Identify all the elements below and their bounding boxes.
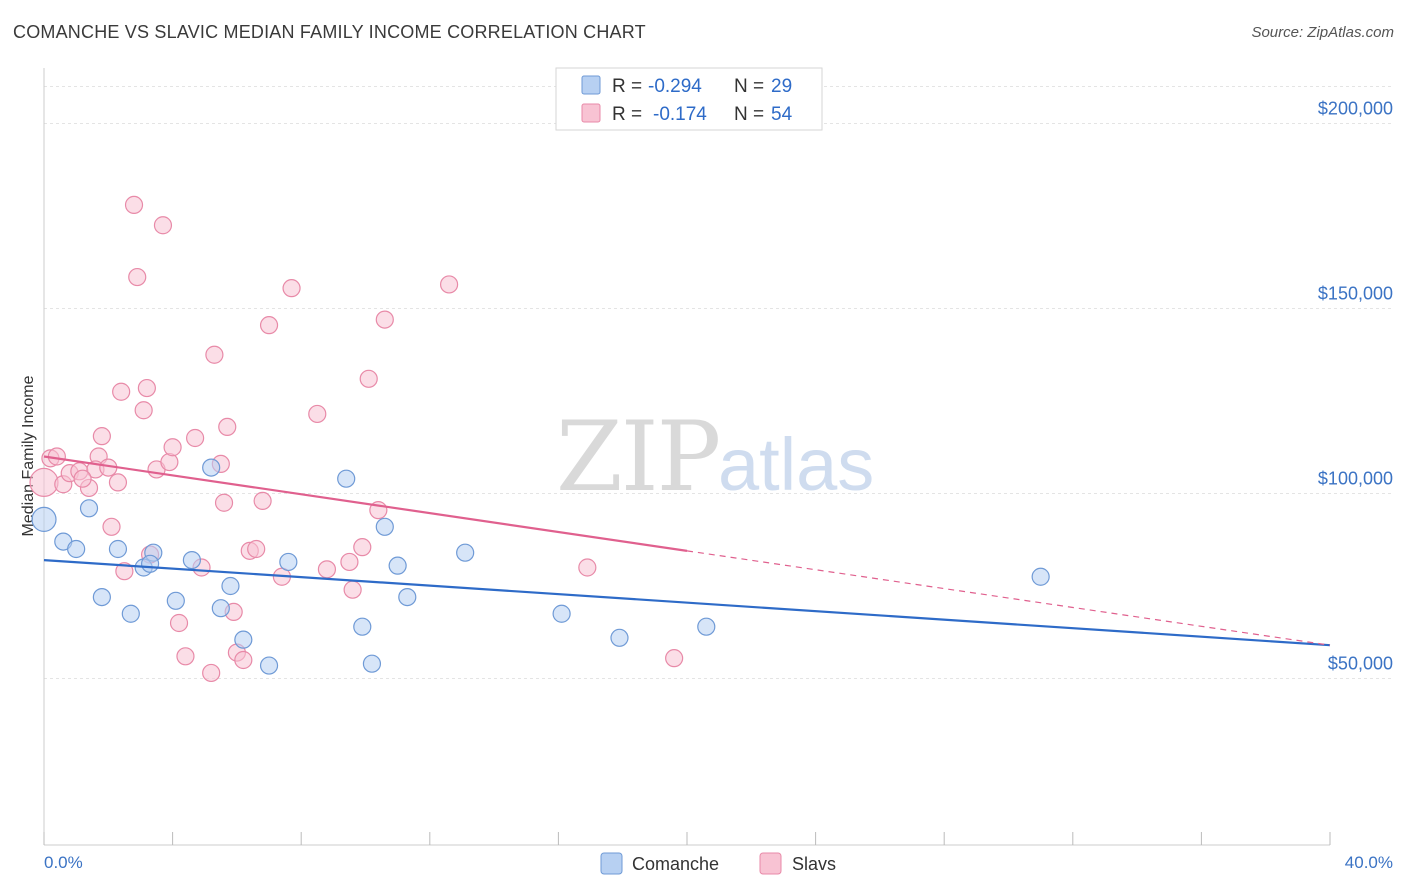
slavs-point [253,491,272,510]
comanche-point [79,499,99,518]
comanche-point [121,604,140,623]
legend-swatch-comanche [581,75,601,95]
y-tick-label: $100,000 [1318,469,1393,489]
slavs-point [247,539,266,559]
bottom-legend-swatch-comanche [600,852,623,875]
legend-n-label-slavs: N = [734,104,764,125]
stats-legend: R = -0.294 N = 29 R = -0.174 N = 54 [555,67,823,131]
trend-line-slavs-extension [686,550,1331,646]
slavs-point [353,538,372,557]
slavs-point [578,558,597,577]
slavs-point [124,195,144,214]
slavs-point [92,427,111,446]
grid-lines [44,86,1393,679]
slavs-point [343,580,362,599]
legend-swatch-slavs [581,103,601,123]
slavs-point [112,382,131,401]
slavs-point [134,401,153,420]
slavs-point [439,275,459,294]
comanche-point [234,630,253,649]
comanche-point [697,617,716,636]
slavs-point [234,650,253,670]
bottom-legend-label-slavs: Slavs [792,854,836,874]
series-legend: Comanche Slavs [600,852,836,875]
comanche-point [552,604,571,623]
slavs-point [665,649,684,668]
comanche-point [388,556,407,575]
slavs-point [308,404,327,424]
comanche-point [337,469,356,488]
comanche-point [67,539,86,559]
comanche-point [1031,567,1050,586]
series-slavs-points [29,195,684,683]
slavs-point [29,467,59,497]
y-tick-label: $200,000 [1318,99,1393,119]
comanche-point [182,550,201,570]
slavs-point [214,493,234,512]
comanche-point [610,628,629,647]
source-attribution: Source: ZipAtlas.com [1251,24,1394,41]
comanche-point [140,554,160,573]
slavs-point [153,216,173,235]
y-tick-label: $150,000 [1318,284,1393,304]
trend-lines [43,455,1331,647]
slavs-point [163,438,182,457]
slavs-point [73,469,92,488]
slavs-point [202,663,221,683]
slavs-point [160,452,179,472]
legend-r-value-slavs: -0.174 [653,104,707,125]
slavs-point [317,560,337,579]
slavs-point [102,517,121,536]
comanche-point [221,576,240,596]
chart-title: COMANCHE VS SLAVIC MEDIAN FAMILY INCOME … [13,22,646,42]
slavs-point [186,428,205,448]
y-axis-label: Median Family Income [20,375,37,536]
slavs-point [115,562,134,581]
x-axis-ticks [43,832,1331,845]
comanche-point [92,587,111,607]
y-tick-label: $50,000 [1328,654,1393,674]
slavs-point [259,316,279,335]
watermark-zip: ZIP [556,401,719,513]
comanche-point [166,591,185,610]
comanche-point [202,458,221,477]
comanche-point [108,539,128,559]
legend-n-value-slavs: 54 [771,104,793,125]
legend-n-label-comanche: N = [734,76,764,97]
watermark-atlas: atlas [718,423,874,506]
trend-line-comanche [43,559,1331,647]
bottom-legend-swatch-slavs [759,852,782,875]
slavs-point [128,267,147,287]
comanche-point [279,552,298,572]
slavs-point [137,378,156,398]
trend-line-slavs [43,455,688,552]
comanche-point [259,656,279,675]
slavs-point [205,345,224,364]
y-tick-labels: $50,000 $100,000 $150,000 $200,000 [1318,99,1393,674]
series-comanche-points [31,458,1050,675]
comanche-point [211,599,230,618]
slavs-point [340,552,359,572]
slavs-point [282,279,301,298]
slavs-point [218,417,237,436]
x-tick-label-max: 40.0% [1345,853,1393,872]
comanche-point [362,654,382,673]
slavs-point [176,647,195,666]
bottom-legend-label-comanche: Comanche [632,854,719,874]
comanche-point [398,587,417,607]
comanche-point [375,517,394,536]
comanche-point [31,506,57,533]
slavs-point [108,473,128,492]
comanche-point [456,543,475,562]
slavs-point [359,369,378,388]
comanche-point [353,617,372,636]
legend-r-label-slavs: R = [612,104,642,125]
legend-r-label-comanche: R = [612,76,642,97]
slavs-point [169,613,189,633]
legend-n-value-comanche: 29 [771,76,792,97]
legend-r-value-comanche: -0.294 [648,76,702,97]
x-tick-label-min: 0.0% [44,853,83,872]
slavs-point [375,310,394,329]
